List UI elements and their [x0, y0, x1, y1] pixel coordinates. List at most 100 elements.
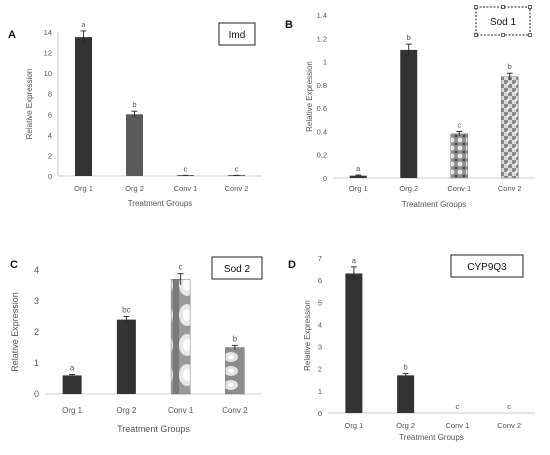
significance-letter: c: [507, 402, 511, 411]
y-tick-label: 4: [48, 131, 52, 140]
bar: [400, 49, 418, 178]
y-tick-label: 1: [323, 58, 327, 67]
significance-letter: c: [235, 164, 239, 173]
gene-box-handle: [528, 5, 532, 9]
y-tick-label: 10: [44, 69, 52, 78]
y-tick-label: 4: [34, 265, 39, 275]
y-tick-label: 0.6: [317, 104, 327, 113]
y-tick-label: 0.8: [317, 81, 327, 90]
chart-panel-a: A Imd 0 2 4 6 8 10 12 14 a Org 1 b Org 2 c Conv 1 c Conv …: [8, 20, 262, 208]
bar: [349, 175, 367, 178]
significance-letter: a: [356, 164, 361, 173]
gene-label: Sod 2: [224, 264, 251, 275]
gene-label: Sod 1: [490, 17, 517, 28]
significance-letter: b: [132, 100, 136, 109]
bar: [450, 133, 468, 179]
y-tick-label: 1.2: [317, 34, 327, 43]
x-tick-label: Org 1: [349, 184, 368, 193]
significance-letter: b: [508, 62, 512, 71]
significance-letter: a: [352, 256, 357, 265]
bar: [62, 375, 82, 394]
y-tick-label: 0.4: [317, 127, 327, 136]
gene-label-box: [475, 6, 531, 36]
x-axis-label: Treatment Groups: [399, 433, 464, 442]
significance-letter: a: [70, 363, 75, 372]
chart-panel-c: C Sod 2 0 1 2 3 4 a Org 1 bc Org 2 c Conv 1 b Conv 2 Tr…: [10, 256, 263, 434]
y-tick-label: 2: [34, 327, 39, 337]
significance-letter: c: [184, 164, 188, 173]
gene-box-handle: [474, 33, 478, 37]
y-tick-label: 14: [44, 28, 52, 37]
y-tick-label: 0: [48, 172, 52, 181]
significance-letter: c: [457, 120, 461, 129]
y-tick-label: 6: [48, 110, 52, 119]
x-tick-label: Org 1: [344, 421, 363, 430]
gene-box-handle: [528, 33, 532, 37]
x-tick-label: Conv 1: [174, 184, 198, 193]
bar: [345, 273, 363, 413]
significance-letter: c: [456, 402, 460, 411]
bar: [116, 319, 136, 394]
x-tick-label: Conv 2: [497, 421, 521, 430]
bar: [75, 37, 92, 177]
y-tick-label: 12: [44, 49, 52, 58]
gene-label-box: [211, 256, 263, 280]
y-tick-label: 3: [318, 343, 322, 352]
significance-letter: b: [407, 33, 411, 42]
x-tick-label: Conv 1: [447, 184, 471, 193]
y-tick-label: 1.4: [317, 11, 327, 20]
chart-panel-d: D CYP9Q3 0 1 2 3 4 5 6 7 a Org 1 b Org 2 c Conv 1 c Conv …: [288, 254, 535, 442]
x-tick-label: Conv 2: [222, 406, 248, 415]
significance-letter: c: [179, 263, 183, 272]
y-axis-label: Relative Expression: [305, 61, 314, 132]
x-tick-label: Org 2: [116, 406, 137, 415]
panel-letter: D: [288, 259, 296, 271]
x-tick-label: Org 2: [396, 421, 415, 430]
y-tick-label: 2: [48, 151, 52, 160]
y-axis-label: Relative Expression: [10, 292, 20, 372]
y-tick-label: 7: [318, 254, 322, 263]
bar: [126, 114, 143, 176]
gene-label-box: [450, 254, 524, 278]
y-tick-label: 0.2: [317, 151, 327, 160]
gene-label: CYP9Q3: [467, 262, 507, 273]
panel-letter: B: [285, 19, 293, 31]
panel-letter: A: [8, 29, 16, 41]
y-tick-label: 1: [34, 358, 39, 368]
y-tick-label: 4: [318, 320, 322, 329]
significance-letter: b: [233, 334, 238, 343]
x-axis-label: Treatment Groups: [117, 424, 190, 434]
y-tick-label: 2: [318, 365, 322, 374]
chart-panel-b: B Sod 1 0 0.2 0.4 0.6 0.8 1 1.2 1.4 a Org 1 b Org 2 c C…: [285, 5, 535, 209]
significance-letter: bc: [122, 306, 130, 315]
y-axis-label: Relative Expression: [25, 69, 34, 140]
y-tick-label: 6: [318, 276, 322, 285]
x-tick-label: Conv 1: [445, 421, 469, 430]
y-tick-label: 0: [323, 174, 327, 183]
bar: [397, 375, 415, 413]
gene-box-handle: [501, 33, 505, 37]
y-tick-label: 1: [318, 387, 322, 396]
gene-label-box: [218, 22, 256, 46]
gene-label: Imd: [229, 30, 246, 41]
bar: [501, 76, 519, 179]
x-tick-label: Conv 2: [225, 184, 249, 193]
bar: [170, 279, 191, 395]
x-tick-label: Org 2: [399, 184, 418, 193]
gene-box-handle: [474, 5, 478, 9]
x-tick-label: Conv 2: [498, 184, 522, 193]
x-tick-label: Conv 1: [168, 406, 194, 415]
y-tick-label: 3: [34, 296, 39, 306]
x-tick-label: Org 2: [125, 184, 144, 193]
x-tick-label: Org 1: [74, 184, 93, 193]
y-tick-label: 5: [318, 298, 322, 307]
bar: [225, 347, 245, 395]
x-axis-label: Treatment Groups: [128, 199, 193, 208]
y-tick-label: 0: [34, 389, 39, 399]
y-axis-label: Relative Expression: [303, 300, 312, 371]
x-tick-label: Org 1: [62, 406, 83, 415]
y-tick-label: 0: [318, 409, 322, 418]
significance-letter: a: [81, 20, 86, 29]
x-axis-label: Treatment Groups: [402, 200, 467, 209]
